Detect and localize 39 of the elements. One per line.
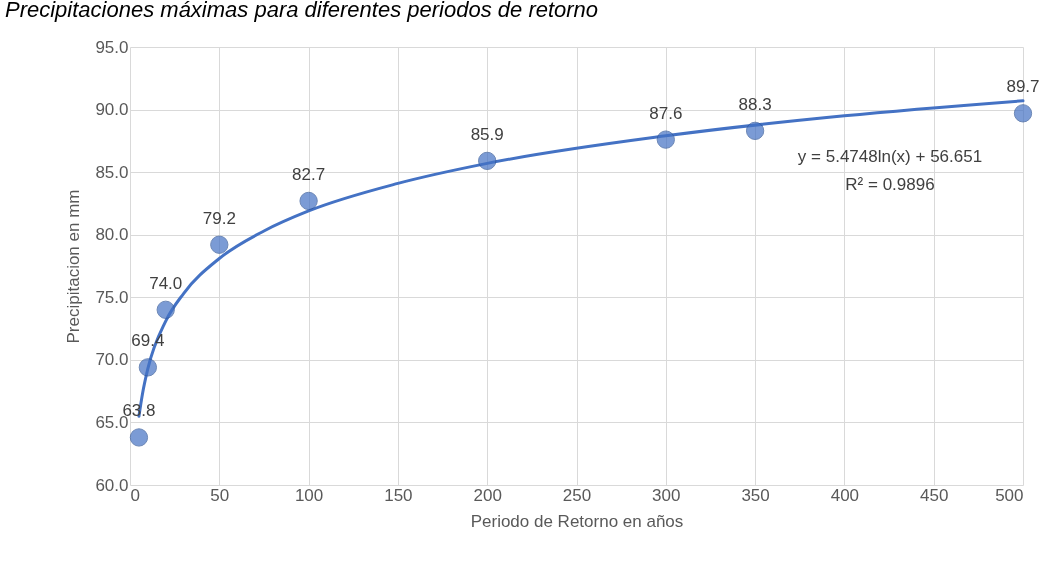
y-axis-title: Precipitacion en mm	[64, 189, 84, 344]
y-tick-label: 60.0	[95, 475, 129, 495]
data-label: 79.2	[202, 208, 236, 228]
x-tick-label: 400	[830, 485, 860, 505]
data-label: 82.7	[292, 164, 326, 184]
chart-title: Precipitaciones máximas para diferentes periodos de retorno	[5, 0, 599, 22]
y-tick-label: 80.0	[95, 225, 129, 245]
point	[138, 358, 158, 377]
point	[299, 191, 318, 211]
x-tick-label: 500	[995, 485, 1024, 505]
point	[745, 121, 765, 140]
annotation: y = 5.4748ln(x) + 56.651	[797, 147, 983, 166]
data-label: 85.9	[470, 124, 504, 144]
x-tick-label: 100	[294, 485, 324, 505]
y-tick-label: 95.0	[95, 37, 129, 57]
x-tick-label: 450	[920, 485, 949, 505]
data-label: 74.0	[149, 273, 183, 293]
y-tick-label: 85.0	[95, 162, 129, 182]
x-tick-label: 150	[384, 485, 413, 505]
x-tick-label: 0	[130, 485, 140, 505]
point	[656, 130, 675, 149]
point	[129, 428, 149, 447]
x-tick-label: 50	[210, 485, 230, 505]
y-tick-label: 90.0	[95, 100, 129, 120]
data-label: 87.6	[649, 103, 683, 123]
point	[210, 235, 229, 254]
x-tick-label: 300	[652, 485, 681, 505]
point	[478, 151, 497, 171]
data-label: 89.7	[1006, 77, 1040, 97]
x-axis-title: Periodo de Retorno en años	[470, 511, 684, 531]
data-label: 88.3	[738, 94, 772, 114]
y-tick-label: 70.0	[95, 350, 129, 370]
x-tick-label: 350	[741, 485, 770, 505]
x-tick-label: 200	[473, 485, 502, 505]
point	[1013, 104, 1033, 123]
annotation: R² = 0.9896	[845, 175, 935, 194]
point	[156, 300, 175, 319]
x-tick-label: 250	[562, 485, 592, 505]
y-tick-label: 75.0	[95, 287, 129, 307]
